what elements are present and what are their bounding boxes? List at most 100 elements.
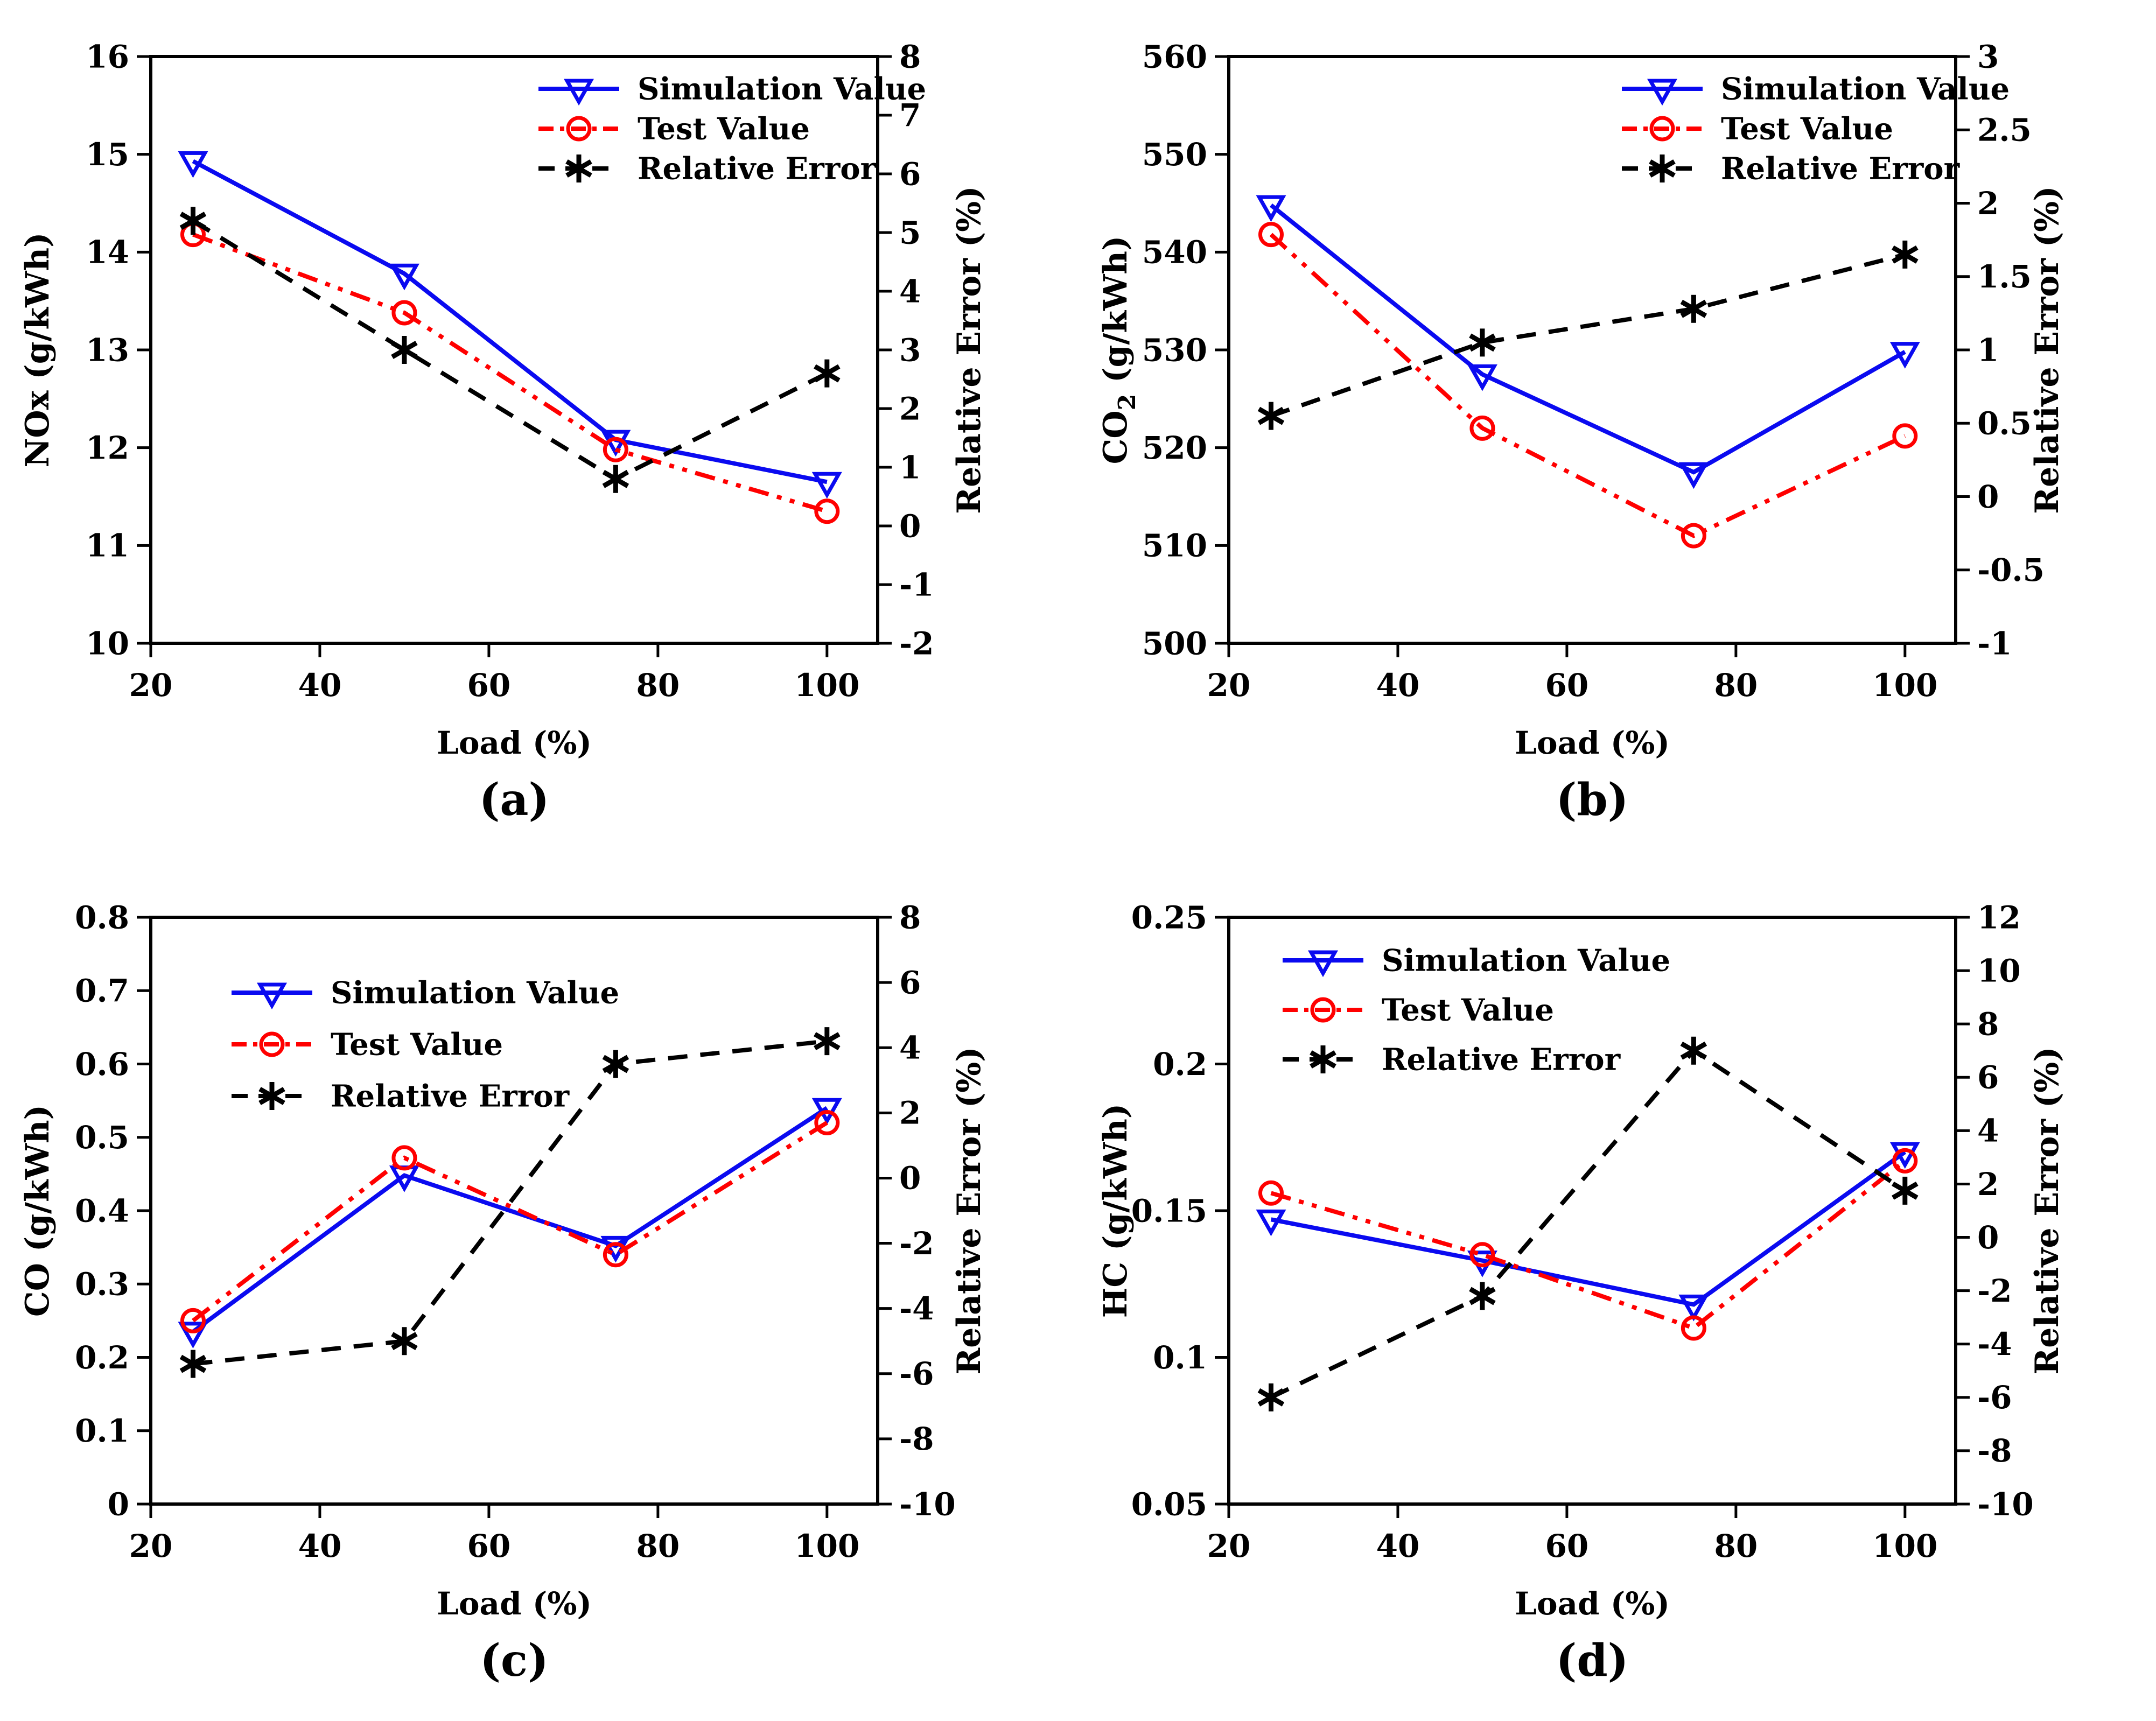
triangle-down-marker bbox=[1256, 1209, 1286, 1237]
y-left-tick-label: 0.25 bbox=[1131, 899, 1207, 936]
series-line bbox=[1270, 1150, 1907, 1307]
y-right-axis-title: Relative Error (%) bbox=[950, 186, 988, 514]
series-line bbox=[1269, 203, 1906, 475]
y-right-tick-label: 2 bbox=[899, 390, 921, 427]
chart-b-co2: 20 40 60 80 100 500 510 520 530 540 550 560 -1 -0.5 0 0… bbox=[1097, 38, 2066, 761]
y-right-tick-label: 8 bbox=[1977, 1006, 1999, 1042]
x-axis-title: Load (%) bbox=[437, 725, 592, 761]
series-test-value bbox=[180, 222, 840, 524]
x-tick-label: 100 bbox=[794, 667, 859, 704]
legend: Simulation Value Test Value Relative Error bbox=[1283, 943, 1670, 1078]
y-left-tick-label: 560 bbox=[1142, 38, 1207, 75]
legend-item-simulation-value: Simulation Value bbox=[232, 975, 619, 1011]
y-left-tick-label: 13 bbox=[86, 332, 129, 368]
y-right-tick-label: -2 bbox=[899, 625, 934, 662]
y-right-tick-label: 3 bbox=[1977, 38, 1999, 75]
caption-b: (b) bbox=[1556, 774, 1629, 826]
y-left-tick-label: 500 bbox=[1142, 625, 1207, 662]
asterisk-marker bbox=[179, 1350, 207, 1378]
y-right-tick-label: 0 bbox=[899, 508, 921, 544]
asterisk-marker bbox=[1469, 1282, 1496, 1310]
x-tick-label: 20 bbox=[129, 1528, 173, 1564]
axes: 20 40 60 80 100 500 510 520 530 540 550 560 -1 -0.5 0 0… bbox=[1142, 38, 2045, 704]
x-tick-label: 40 bbox=[298, 667, 342, 704]
y-left-tick-label: 550 bbox=[1142, 136, 1207, 173]
y-right-tick-label: 4 bbox=[1977, 1113, 1999, 1149]
x-tick-label: 80 bbox=[1714, 1528, 1758, 1564]
y-right-tick-label: -8 bbox=[1977, 1432, 2012, 1469]
y-left-tick-label: 0.8 bbox=[75, 899, 129, 936]
x-tick-label: 20 bbox=[1207, 1528, 1251, 1564]
y-left-tick-label: 0 bbox=[108, 1486, 129, 1522]
y-right-tick-label: -0.5 bbox=[1977, 552, 2045, 588]
y-left-tick-label: 0.2 bbox=[75, 1339, 129, 1376]
circle-marker bbox=[1469, 1242, 1495, 1268]
legend-item-relative-error: Relative Error bbox=[232, 1079, 570, 1114]
asterisk-marker bbox=[565, 154, 592, 182]
legend-item-relative-error: Relative Error bbox=[1622, 151, 1961, 187]
y-right-tick-label: 1 bbox=[1977, 332, 1999, 368]
panel-b-co2: 20 40 60 80 100 500 510 520 530 540 550 560 -1 -0.5 0 0… bbox=[1078, 0, 2156, 860]
series-line bbox=[1270, 1159, 1907, 1331]
y-right-tick-label: 12 bbox=[1977, 899, 2021, 936]
asterisk-marker bbox=[258, 1082, 285, 1110]
caption-d: (d) bbox=[1556, 1635, 1629, 1687]
legend-item-test-value: Test Value bbox=[538, 111, 810, 147]
y-left-tick-label: 0.1 bbox=[75, 1413, 129, 1449]
x-tick-label: 80 bbox=[636, 1528, 680, 1564]
x-tick-label: 40 bbox=[298, 1528, 342, 1564]
y-right-tick-label: 2.5 bbox=[1977, 112, 2032, 149]
y-left-tick-label: 0.05 bbox=[1131, 1486, 1207, 1522]
circle-marker bbox=[1649, 116, 1675, 142]
triangle-down-marker bbox=[178, 151, 208, 178]
legend-label: Simulation Value bbox=[331, 975, 619, 1011]
y-right-tick-label: 6 bbox=[899, 156, 921, 192]
y-right-tick-label: 10 bbox=[1977, 952, 2021, 989]
legend-label: Test Value bbox=[1382, 993, 1554, 1028]
circle-marker bbox=[1258, 1180, 1284, 1206]
series-line bbox=[1270, 1048, 1907, 1400]
x-tick-label: 100 bbox=[1872, 1528, 1937, 1564]
triangle-down-marker bbox=[600, 1235, 631, 1263]
y-left-tick-label: 0.1 bbox=[1153, 1339, 1207, 1376]
y-right-tick-label: 4 bbox=[899, 1030, 921, 1066]
y-right-tick-label: 6 bbox=[899, 964, 921, 1001]
legend-item-simulation-value: Simulation Value bbox=[538, 72, 926, 107]
asterisk-marker bbox=[1892, 240, 1919, 269]
y-right-tick-label: 0.5 bbox=[1977, 405, 2032, 442]
legend: Simulation Value Test Value Relative Error bbox=[1622, 72, 2010, 187]
legend-label: Test Value bbox=[1721, 111, 1893, 147]
legend-label: Test Value bbox=[638, 111, 810, 147]
triangle-down-marker bbox=[1467, 364, 1497, 391]
legend-item-simulation-value: Simulation Value bbox=[1283, 943, 1670, 979]
y-left-axis-title: CO (g/kWh) bbox=[19, 1105, 57, 1317]
y-left-tick-label: 10 bbox=[86, 625, 129, 662]
y-right-tick-label: 1 bbox=[899, 449, 921, 486]
circle-marker bbox=[391, 1145, 417, 1171]
series-test-value bbox=[1258, 1148, 1918, 1341]
y-left-tick-label: 0.5 bbox=[75, 1119, 129, 1156]
x-tick-label: 60 bbox=[467, 1528, 511, 1564]
y-left-tick-label: 520 bbox=[1142, 430, 1207, 466]
asterisk-marker bbox=[1680, 294, 1707, 323]
y-left-tick-label: 15 bbox=[86, 136, 129, 173]
y-right-tick-label: -4 bbox=[1977, 1326, 2012, 1362]
triangle-down-marker bbox=[1678, 1294, 1709, 1322]
y-left-tick-label: 0.3 bbox=[75, 1266, 129, 1303]
asterisk-marker bbox=[391, 336, 418, 364]
y-right-tick-label: 2 bbox=[1977, 1166, 1999, 1203]
triangle-down-marker bbox=[1678, 462, 1709, 489]
y-right-axis-title: Relative Error (%) bbox=[2028, 186, 2066, 514]
triangle-down-marker bbox=[1308, 950, 1338, 978]
legend-item-simulation-value: Simulation Value bbox=[1622, 72, 2010, 107]
asterisk-marker bbox=[391, 1327, 418, 1355]
circle-marker bbox=[566, 116, 592, 142]
x-tick-label: 20 bbox=[129, 667, 173, 704]
circle-marker bbox=[180, 1308, 206, 1333]
y-left-tick-label: 0.15 bbox=[1131, 1192, 1207, 1229]
series-line bbox=[193, 1039, 828, 1366]
y-right-tick-label: 0 bbox=[1977, 1219, 1999, 1256]
legend-item-relative-error: Relative Error bbox=[1283, 1042, 1621, 1078]
circle-marker bbox=[814, 498, 840, 524]
